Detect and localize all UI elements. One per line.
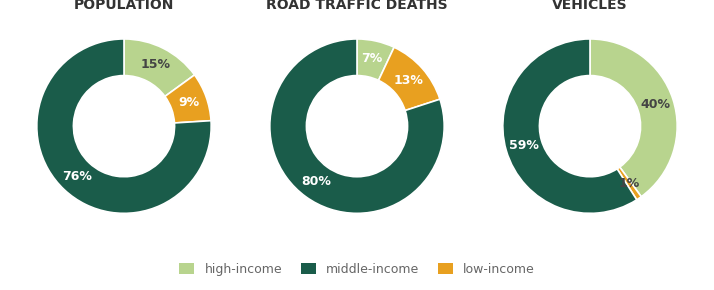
Text: 76%: 76%	[62, 170, 92, 183]
Wedge shape	[503, 39, 637, 213]
Text: 13%: 13%	[393, 74, 423, 87]
Wedge shape	[270, 39, 444, 213]
Text: 15%: 15%	[140, 58, 170, 71]
Wedge shape	[378, 47, 440, 110]
Wedge shape	[165, 75, 211, 123]
Wedge shape	[124, 39, 194, 96]
Wedge shape	[37, 39, 211, 213]
Title: ROAD TRAFFIC DEATHS: ROAD TRAFFIC DEATHS	[266, 0, 448, 12]
Text: 1%: 1%	[618, 177, 639, 190]
Text: 9%: 9%	[178, 96, 199, 109]
Title: VEHICLES: VEHICLES	[552, 0, 628, 12]
Text: 7%: 7%	[361, 52, 383, 66]
Text: 40%: 40%	[640, 98, 670, 111]
Title: POPULATION: POPULATION	[74, 0, 174, 12]
Text: 80%: 80%	[301, 175, 331, 188]
Wedge shape	[357, 39, 394, 80]
Legend: high-income, middle-income, low-income: high-income, middle-income, low-income	[174, 258, 540, 281]
Text: 59%: 59%	[509, 139, 539, 152]
Wedge shape	[617, 167, 641, 200]
Wedge shape	[590, 39, 677, 197]
